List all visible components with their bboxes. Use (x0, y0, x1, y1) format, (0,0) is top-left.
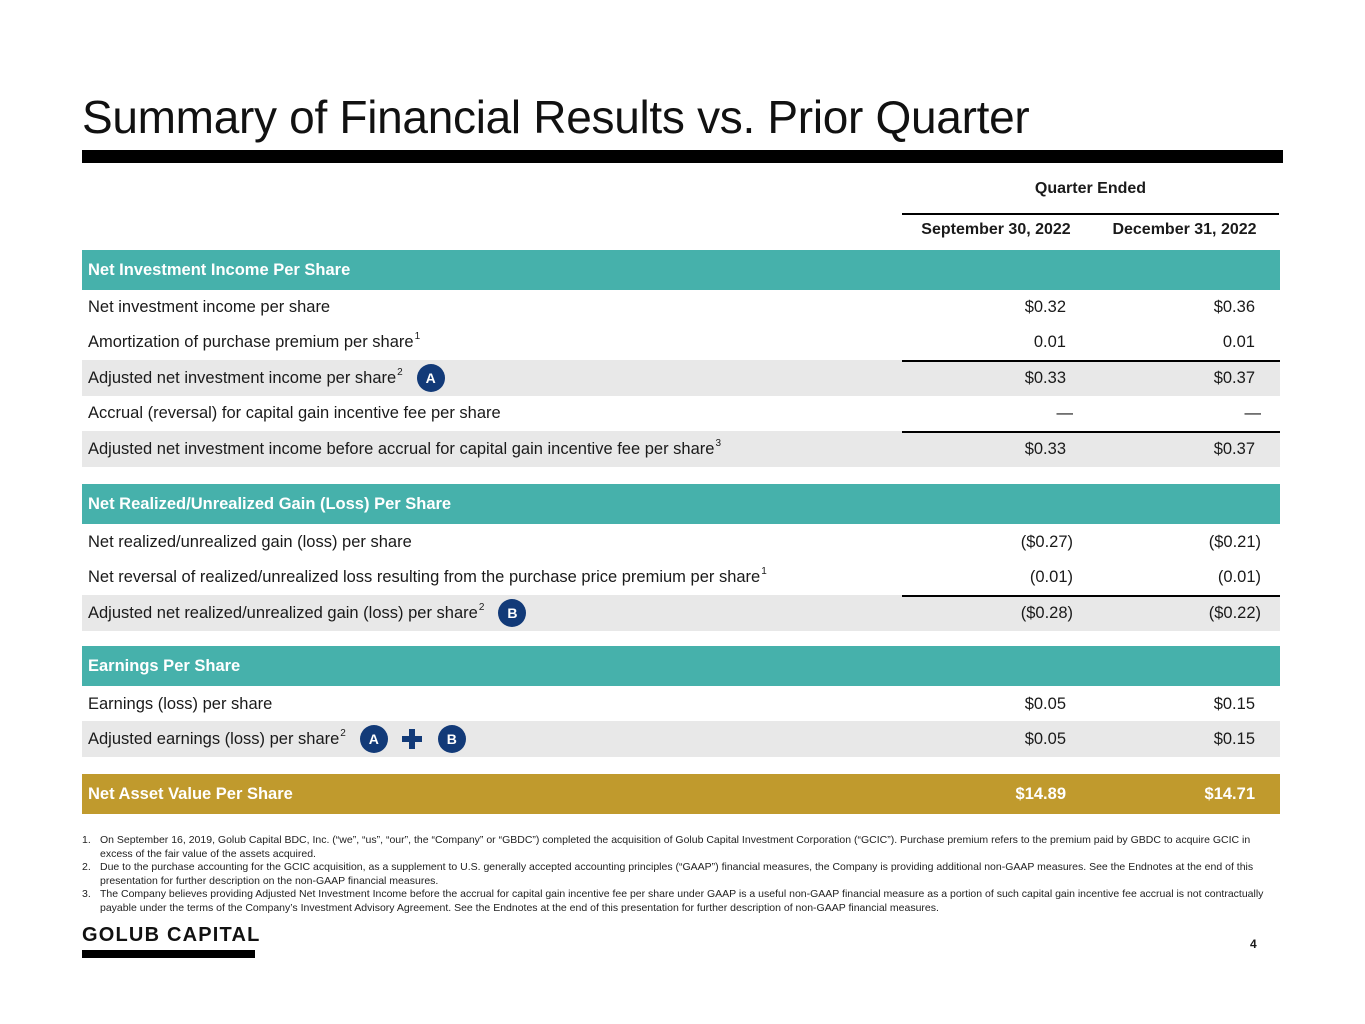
footnote-text: The Company believes providing Adjusted … (100, 888, 1264, 914)
section-header-nii: Net Investment Income Per Share (82, 250, 1280, 290)
section-title: Net Asset Value Per Share (88, 784, 293, 803)
row-label: Accrual (reversal) for capital gain ince… (88, 403, 501, 422)
logo-underline (82, 950, 255, 958)
value-dec-2022: (0.01) (1217, 567, 1261, 586)
footnote-text: Due to the purchase accounting for the G… (100, 861, 1254, 887)
table-row: Net realized/unrealized gain (loss) per … (82, 524, 1280, 560)
section-title: Net Realized/Unrealized Gain (Loss) Per … (88, 494, 452, 513)
page-title: Summary of Financial Results vs. Prior Q… (82, 91, 1030, 143)
value-dec-2022: $0.37 (1213, 368, 1255, 387)
badge-a-icon: A (359, 725, 388, 753)
value-sep-2022: $0.05 (1024, 729, 1066, 748)
value-sep-2022: $0.32 (1024, 297, 1066, 316)
value-sep-2022: ($0.28) (1020, 603, 1073, 622)
row-label: Adjusted net realized/unrealized gain (l… (88, 603, 478, 622)
value-sep-2022: — (1056, 403, 1074, 422)
row-label: Net investment income per share (88, 297, 331, 316)
value-dec-2022: $0.15 (1213, 694, 1255, 713)
badge-b-icon: B (498, 599, 527, 627)
company-logo: GOLUB CAPITAL (82, 924, 261, 946)
row-label: Earnings (loss) per share (88, 694, 273, 713)
section-header-gain: Net Realized/Unrealized Gain (Loss) Per … (82, 484, 1280, 524)
section-title: Earnings Per Share (88, 656, 241, 675)
footnote-number: 3. (82, 888, 91, 900)
section-title: Net Investment Income Per Share (88, 260, 351, 279)
section-header-nav: Net Asset Value Per Share $14.89 $14.71 (82, 774, 1280, 814)
row-label: Adjusted net investment income per share (88, 368, 397, 387)
value-dec-2022: ($0.22) (1208, 603, 1261, 622)
value-dec-2022: 0.01 (1222, 332, 1255, 351)
value-sep-2022: ($0.27) (1020, 532, 1073, 551)
column-header-sep-2022: September 30, 2022 (921, 221, 1071, 238)
table-row: Net investment income per share $0.32 $0… (82, 289, 1280, 325)
section-header-eps: Earnings Per Share (82, 646, 1280, 686)
footnote-ref: 1 (761, 565, 767, 577)
footnote: 2. Due to the purchase accounting for th… (82, 861, 1277, 888)
table-row: Amortization of purchase premium per sha… (82, 324, 1280, 360)
table-row: Adjusted net investment income per share… (82, 360, 1280, 396)
badge-b-icon: B (437, 725, 466, 753)
value-sep-2022: $0.33 (1024, 368, 1066, 387)
footnote: 1. On September 16, 2019, Golub Capital … (82, 834, 1277, 861)
table-row: Adjusted net realized/unrealized gain (l… (82, 595, 1280, 631)
value-sep-2022: (0.01) (1029, 567, 1073, 586)
value-dec-2022: $14.71 (1204, 784, 1255, 803)
footnote: 3. The Company believes providing Adjust… (82, 888, 1277, 915)
footnote-ref: 1 (414, 330, 421, 342)
value-sep-2022: $0.33 (1024, 439, 1066, 458)
page-number: 4 (1250, 937, 1257, 951)
value-dec-2022: $0.15 (1213, 729, 1255, 748)
badge-a-icon: A (416, 364, 445, 392)
row-label: Adjusted earnings (loss) per share (88, 729, 340, 748)
title-divider (82, 150, 1283, 163)
footnote-ref: 2 (340, 727, 346, 739)
value-dec-2022: $0.36 (1213, 297, 1255, 316)
quarter-ended-divider (902, 213, 1279, 215)
footnote-ref: 2 (478, 601, 485, 613)
row-label: Net realized/unrealized gain (loss) per … (88, 532, 412, 551)
footnote-ref: 3 (715, 437, 721, 449)
table-row: Accrual (reversal) for capital gain ince… (82, 395, 1280, 431)
footnote-ref: 2 (397, 366, 403, 378)
footnotes: 1. On September 16, 2019, Golub Capital … (82, 834, 1277, 915)
table-row: Earnings (loss) per share $0.05 $0.15 (82, 686, 1280, 722)
row-label: Net reversal of realized/unrealized loss… (88, 567, 761, 586)
value-sep-2022: $0.05 (1024, 694, 1066, 713)
column-header-dec-2022: December 31, 2022 (1112, 221, 1257, 238)
row-label: Adjusted net investment income before ac… (88, 439, 715, 458)
row-label: Amortization of purchase premium per sha… (88, 332, 414, 351)
value-dec-2022: — (1244, 403, 1262, 422)
footnote-text: On September 16, 2019, Golub Capital BDC… (100, 834, 1251, 860)
table-row: Adjusted net investment income before ac… (82, 431, 1280, 467)
value-dec-2022: $0.37 (1213, 439, 1255, 458)
value-sep-2022: 0.01 (1033, 332, 1066, 351)
quarter-ended-header: Quarter Ended (1034, 180, 1147, 197)
footnote-number: 2. (82, 861, 91, 873)
table-row: Net reversal of realized/unrealized loss… (82, 559, 1280, 595)
value-dec-2022: ($0.21) (1208, 532, 1261, 551)
table-row: Adjusted earnings (loss) per share 2 A B … (82, 721, 1280, 757)
value-sep-2022: $14.89 (1015, 784, 1066, 803)
plus-icon (401, 729, 422, 749)
footnote-number: 1. (82, 834, 91, 846)
